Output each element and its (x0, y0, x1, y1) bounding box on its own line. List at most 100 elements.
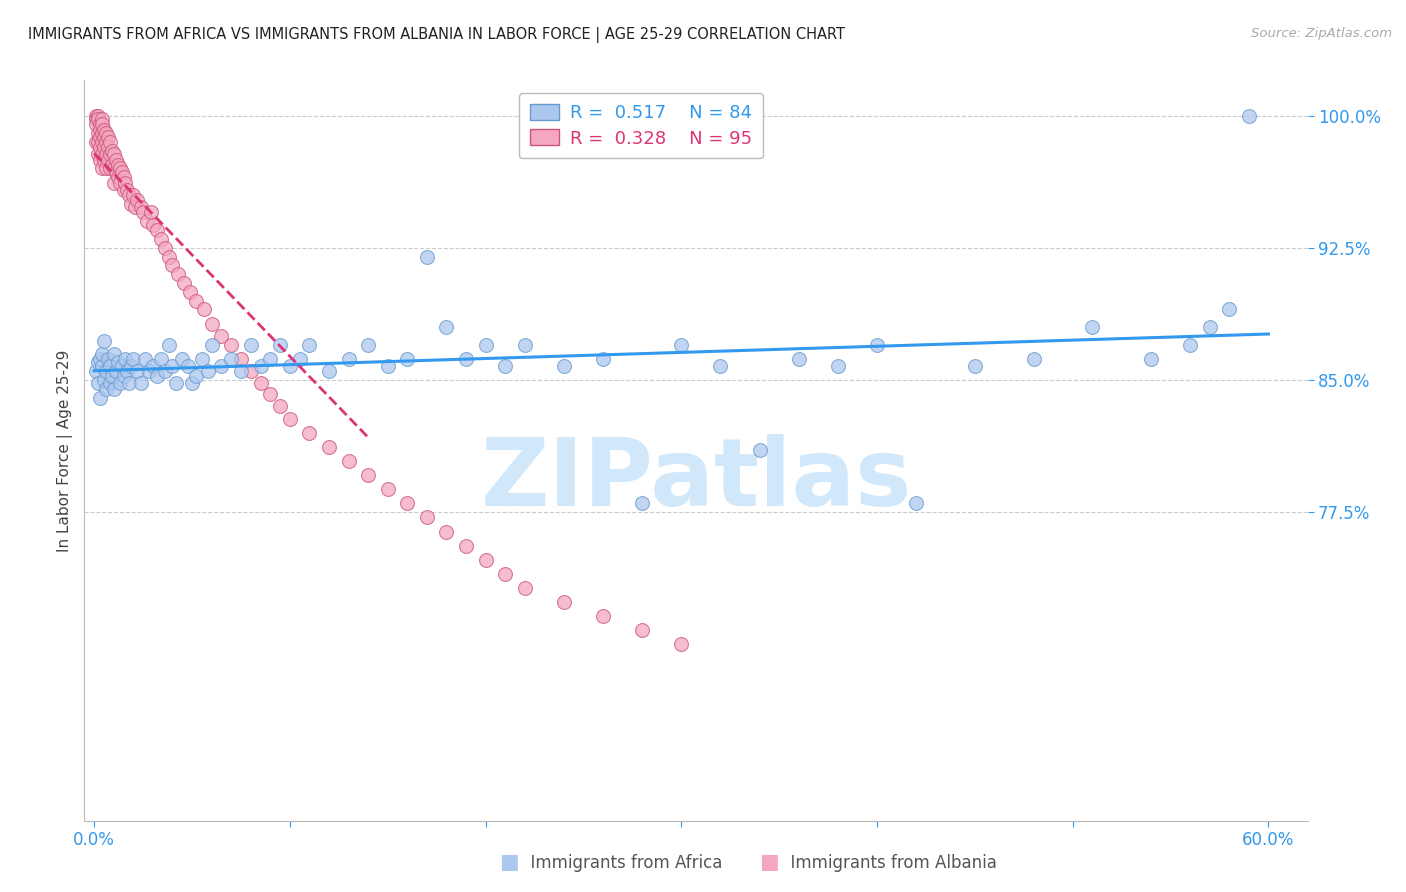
Point (91, 135, 114, 149)
Point (1237, 109, 1260, 123)
Point (108, 176, 131, 190)
Point (97, 140, 120, 154)
Point (87, 147, 110, 161)
Point (87, 376, 110, 391)
Point (89, 117, 111, 131)
Point (671, 637, 693, 651)
Point (184, 369, 207, 384)
Point (671, 337, 693, 351)
Point (229, 364, 252, 378)
Point (93, 129, 115, 144)
Point (136, 214, 159, 228)
Point (278, 359, 301, 373)
Point (377, 359, 399, 373)
Text: ZIPatlas: ZIPatlas (481, 434, 911, 526)
Point (87, 112, 110, 126)
Point (107, 170, 129, 185)
Point (84, 112, 107, 126)
Point (905, 496, 928, 510)
Point (108, 376, 131, 391)
Point (157, 250, 180, 264)
Point (93, 153, 115, 167)
Point (298, 425, 321, 440)
Point (112, 369, 135, 384)
Point (209, 329, 232, 343)
Point (93, 334, 115, 348)
Point (132, 205, 155, 219)
Point (416, 510, 439, 524)
Point (94, 135, 117, 149)
Point (91, 161, 114, 176)
Point (112, 183, 135, 197)
Point (288, 351, 311, 366)
Point (114, 176, 136, 190)
Point (249, 359, 271, 373)
Point (110, 165, 132, 179)
Point (84, 117, 107, 131)
Point (748, 443, 770, 458)
Point (117, 364, 139, 378)
Point (114, 351, 136, 366)
Point (436, 524, 458, 539)
Point (84, 109, 107, 123)
Point (103, 346, 125, 360)
Point (197, 364, 219, 378)
Point (103, 382, 125, 396)
Point (93, 140, 115, 154)
Point (94, 126, 117, 140)
Point (239, 337, 262, 351)
Point (94, 364, 117, 378)
Point (592, 351, 614, 366)
Point (112, 170, 135, 185)
Point (229, 351, 252, 366)
Point (89, 129, 111, 144)
Point (269, 400, 291, 414)
Point (118, 187, 141, 202)
Point (866, 337, 889, 351)
Point (709, 359, 731, 373)
Point (337, 454, 360, 468)
Point (104, 165, 127, 179)
Point (98, 147, 121, 161)
Point (149, 232, 172, 246)
Point (1178, 337, 1201, 351)
Point (100, 144, 122, 158)
Point (357, 468, 380, 483)
Point (209, 359, 232, 373)
Point (122, 351, 145, 366)
Point (84, 135, 107, 149)
Point (104, 364, 127, 378)
Point (89, 391, 111, 405)
Point (454, 539, 477, 553)
Point (259, 351, 281, 366)
Point (177, 359, 200, 373)
Point (87, 355, 110, 369)
Point (149, 351, 172, 366)
Point (278, 411, 301, 425)
Point (592, 609, 614, 624)
Point (259, 387, 281, 401)
Point (97, 129, 120, 144)
Text: Source: ZipAtlas.com: Source: ZipAtlas.com (1251, 27, 1392, 40)
Point (142, 218, 165, 232)
Point (318, 440, 340, 454)
Point (269, 337, 291, 351)
Point (139, 205, 162, 219)
Point (84, 364, 107, 378)
Point (162, 359, 184, 373)
Point (219, 351, 242, 366)
Point (146, 223, 169, 237)
Point (127, 364, 149, 378)
Point (1198, 320, 1220, 334)
Point (89, 153, 111, 167)
Point (120, 196, 142, 211)
Point (513, 337, 536, 351)
Point (553, 359, 575, 373)
Point (89, 122, 111, 136)
Point (200, 317, 222, 331)
Point (97, 153, 120, 167)
Point (89, 140, 111, 154)
Point (94, 382, 117, 396)
Point (167, 267, 190, 281)
Point (162, 258, 184, 272)
